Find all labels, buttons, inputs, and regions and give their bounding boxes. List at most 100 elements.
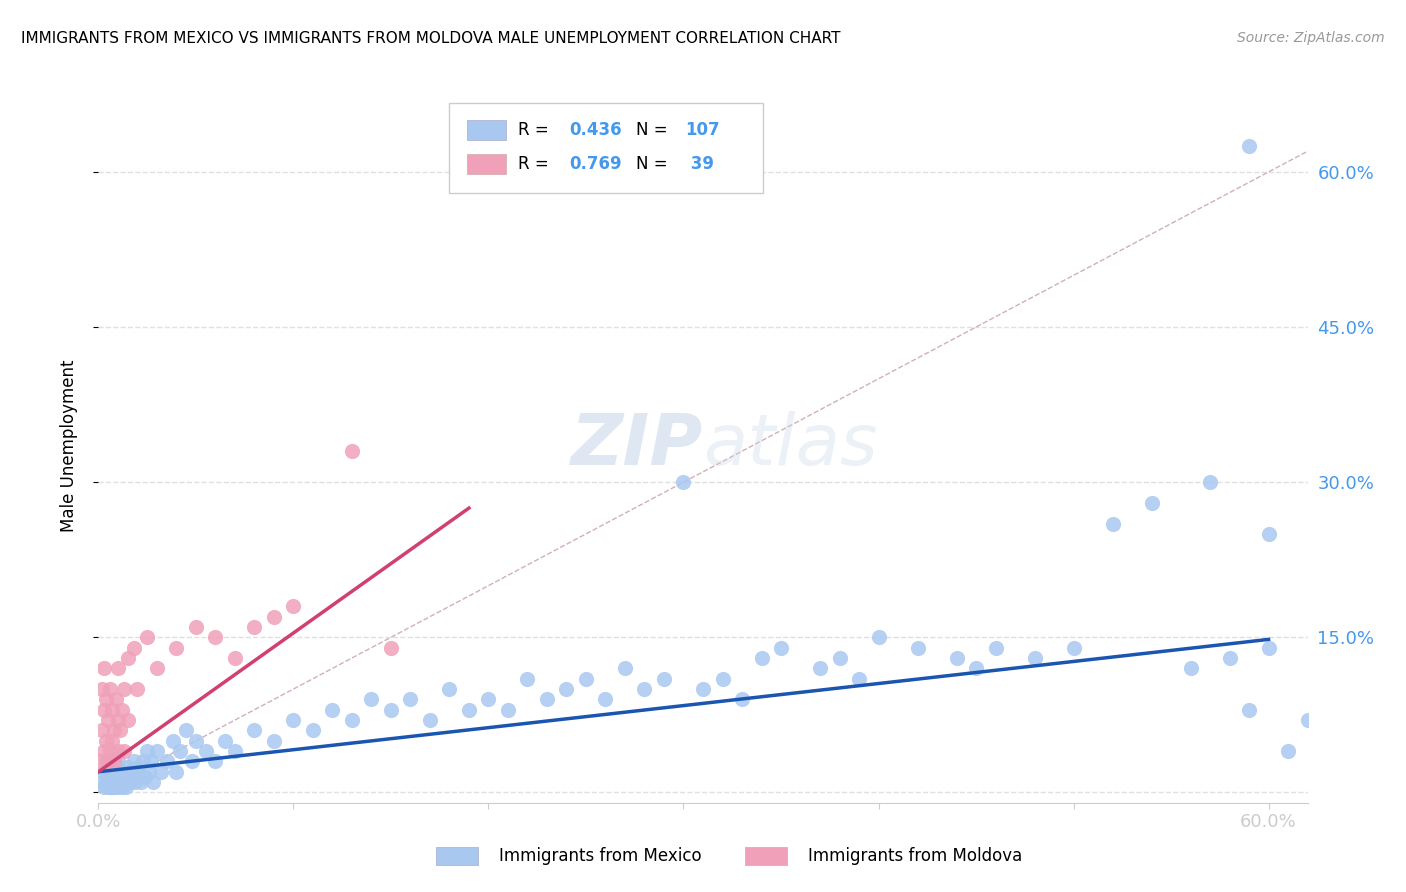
Point (302, 723, 325, 738)
Point (194, 744, 217, 758)
Point (321, 703, 343, 717)
Point (111, 703, 134, 717)
Point (101, 764, 124, 779)
Text: 0.769: 0.769 (569, 155, 621, 173)
Point (1199, 475, 1222, 490)
FancyBboxPatch shape (449, 103, 763, 193)
Text: Source: ZipAtlas.com: Source: ZipAtlas.com (1237, 31, 1385, 45)
Point (1101, 516, 1123, 531)
Point (263, 733, 285, 747)
Point (103, 755, 125, 769)
Point (1180, 661, 1202, 675)
Point (93, 780, 115, 795)
Point (692, 681, 714, 696)
Point (149, 764, 172, 779)
Bar (467, 120, 506, 140)
Point (516, 672, 538, 686)
Point (1063, 640, 1085, 655)
Point (117, 651, 139, 665)
Text: Immigrants from Mexico: Immigrants from Mexico (499, 847, 702, 865)
Point (93, 744, 115, 758)
Point (139, 755, 162, 769)
Point (1277, 744, 1299, 758)
Point (121, 764, 143, 779)
Point (380, 703, 402, 717)
Point (1237, 139, 1260, 153)
Point (575, 672, 598, 686)
Point (101, 775, 124, 789)
Point (165, 764, 187, 779)
Point (107, 759, 129, 773)
Point (104, 775, 127, 789)
Point (536, 692, 558, 706)
Point (614, 661, 637, 675)
Point (122, 755, 145, 769)
Point (214, 733, 236, 747)
Point (96, 775, 118, 789)
Point (243, 723, 266, 738)
Point (89, 755, 111, 769)
Point (1237, 703, 1260, 717)
Point (108, 764, 131, 779)
Point (142, 775, 165, 789)
Point (96, 692, 118, 706)
Text: IMMIGRANTS FROM MEXICO VS IMMIGRANTS FROM MOLDOVA MALE UNEMPLOYMENT CORRELATION : IMMIGRANTS FROM MEXICO VS IMMIGRANTS FRO… (21, 31, 841, 46)
Point (104, 692, 127, 706)
Point (146, 744, 169, 758)
Text: ZIP: ZIP (571, 411, 703, 481)
Point (98, 744, 121, 758)
Point (224, 651, 246, 665)
Point (243, 620, 266, 634)
Point (1140, 496, 1163, 510)
Point (769, 640, 792, 655)
Text: N =: N = (637, 155, 673, 173)
Point (984, 640, 1007, 655)
Text: 0.436: 0.436 (569, 121, 621, 139)
Point (101, 733, 124, 747)
Point (731, 692, 754, 706)
Point (945, 651, 967, 665)
Text: R =: R = (517, 155, 554, 173)
Point (97, 780, 120, 795)
Point (555, 681, 578, 696)
Point (93, 703, 115, 717)
Point (91, 775, 114, 789)
Point (97, 755, 120, 769)
Point (107, 744, 129, 758)
Bar (745, 847, 787, 865)
Point (204, 755, 226, 769)
Point (751, 651, 773, 665)
Point (131, 775, 153, 789)
Point (97, 770, 120, 784)
Point (97, 764, 120, 779)
Point (136, 744, 159, 758)
Point (91, 723, 114, 738)
Point (128, 759, 150, 773)
Point (104, 764, 127, 779)
Point (98, 759, 121, 773)
Point (439, 681, 461, 696)
Point (380, 640, 402, 655)
Point (652, 672, 675, 686)
Point (112, 681, 135, 696)
Point (108, 775, 131, 789)
Point (340, 713, 363, 727)
Point (162, 733, 184, 747)
Point (360, 692, 382, 706)
Point (1257, 640, 1279, 655)
Point (136, 630, 159, 644)
Point (117, 759, 139, 773)
Point (224, 744, 246, 758)
Point (103, 780, 125, 795)
Point (111, 770, 134, 784)
Point (124, 775, 146, 789)
Point (184, 620, 207, 634)
Point (127, 764, 149, 779)
Point (399, 692, 422, 706)
Point (118, 775, 141, 789)
Point (1024, 651, 1046, 665)
Point (103, 755, 125, 769)
Point (181, 755, 204, 769)
Point (93, 764, 115, 779)
Point (283, 599, 305, 614)
